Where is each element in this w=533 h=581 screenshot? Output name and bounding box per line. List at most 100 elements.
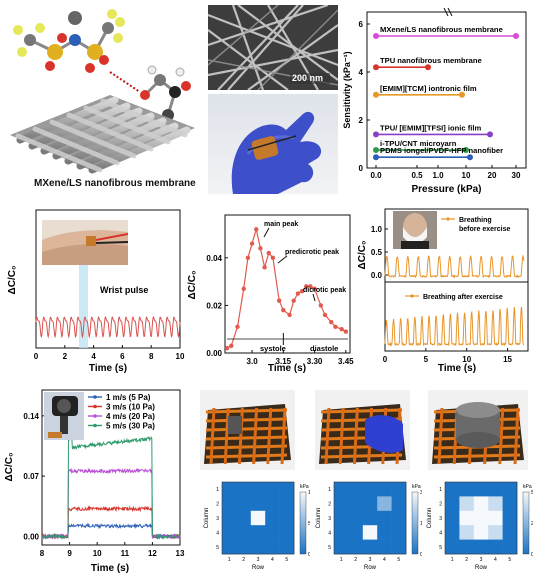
heatmap-cell: [222, 540, 237, 555]
electrode-row: [206, 446, 287, 448]
legend-top-label: Breathing: [459, 217, 492, 224]
x-axis-label: Pressure (kPa): [411, 184, 481, 195]
annotation-arrow: [313, 294, 315, 301]
heatmap-cell: [236, 511, 251, 526]
peaks-point: [242, 287, 246, 291]
x-axis-label: Time (s): [91, 563, 129, 574]
x-tick-label: 5: [424, 355, 429, 364]
heatmap-cell: [280, 540, 295, 555]
legend-label: 5 m/s (30 Pa): [106, 422, 155, 431]
wrist-pulse-label: Wrist pulse: [100, 285, 148, 295]
y-tick-label: 1.0: [371, 225, 383, 234]
electrode-row: [206, 437, 287, 439]
electrode-row: [206, 455, 287, 457]
electrode-row: [206, 410, 287, 412]
legend-marker: [93, 405, 97, 409]
peaks-point: [258, 246, 262, 250]
x-tick-label: 0: [383, 355, 388, 364]
heatmap-cell: [503, 540, 518, 555]
colorbar-tick: 0: [308, 552, 310, 558]
legend-marker: [93, 424, 97, 428]
colorbar: [412, 492, 418, 554]
heatmap-cell: [334, 525, 349, 540]
x-tick-label: 8: [149, 352, 154, 361]
peaks-point: [225, 346, 229, 350]
heatmap-cell: [251, 482, 266, 497]
y-tick-label: 0.00: [206, 349, 222, 358]
heatmap-cell: [474, 496, 489, 511]
y-axis-label: ΔC/C₀: [187, 271, 198, 300]
x-tick-label: 0: [34, 352, 39, 361]
peaks-point: [281, 308, 285, 312]
heatmap-cell: [265, 482, 280, 497]
heatmap-x-tick: 2: [465, 557, 468, 563]
series-label: TPU/ [EMIM][TFSI] ionic film: [380, 123, 481, 132]
x-axis-label: Time (s): [89, 363, 127, 374]
heatmap-cell: [392, 511, 407, 526]
data-point: [373, 131, 379, 137]
annotation-predicrotic-peak: predicrotic peak: [285, 249, 339, 256]
x-tick-label: 3.45: [338, 357, 354, 366]
data-point: [487, 131, 493, 137]
heatmap-cell: [265, 540, 280, 555]
heatmap-cell: [280, 525, 295, 540]
heatmap-cell: [488, 482, 503, 497]
pressure-map-1: 1122334455RowColumnkPa0510: [200, 478, 310, 576]
y-tick-label: 0.00: [23, 532, 39, 541]
peaks-point: [344, 329, 348, 333]
legend-label: 4 m/s (20 Pa): [106, 412, 155, 421]
peaks-point: [250, 241, 254, 245]
legend-marker: [93, 414, 97, 418]
heatmap-x-label: Row: [252, 565, 265, 571]
x-tick-label: 3.30: [307, 357, 323, 366]
breathing-before-line: [385, 256, 524, 277]
heatmap-cell: [445, 540, 460, 555]
heatmap-cell: [474, 482, 489, 497]
breathing-chart-svg: 0 5 10 150.00.51.0Time (s)ΔC/C₀Breathingbef…: [355, 205, 533, 375]
heatmap-cell: [377, 496, 392, 511]
heatmap-x-tick: 1: [340, 557, 343, 563]
x-tick-label: 2: [63, 352, 68, 361]
heatmap-cell: [334, 482, 349, 497]
legend-label: 3 m/s (10 Pa): [106, 403, 155, 412]
x-tick-label: 10: [176, 352, 185, 361]
data-point: [373, 154, 379, 160]
data-point: [373, 147, 379, 153]
heatmap-x-tick: 4: [271, 557, 274, 563]
heatmap-cell: [503, 496, 518, 511]
heatmap-cell: [280, 482, 295, 497]
sem-scale-label: 200 nm: [292, 73, 323, 83]
heatmap-y-tick: 5: [216, 545, 219, 551]
x-tick-label: 6: [120, 352, 125, 361]
heatmap-y-label: Column: [204, 508, 210, 529]
wind-series-line: [42, 469, 180, 538]
heatmap-cell: [222, 511, 237, 526]
heatmap-cell: [222, 496, 237, 511]
y-tick-label: 0.0: [371, 271, 383, 280]
y-tick-label: 0.04: [206, 254, 222, 263]
colorbar-tick: 30: [420, 490, 422, 496]
legend-marker: [446, 217, 449, 220]
data-point: [373, 92, 379, 98]
heatmap-cell: [363, 540, 378, 555]
peaks-point: [271, 256, 275, 260]
legend-marker: [410, 294, 413, 297]
heatmap-cell: [236, 482, 251, 497]
heatmap-cell: [222, 525, 237, 540]
heatmap-cell: [488, 496, 503, 511]
heatmap-cell: [363, 482, 378, 497]
heatmap-cell: [265, 525, 280, 540]
heatmap-y-tick: 4: [328, 530, 331, 536]
x-tick-label: 20: [488, 171, 497, 180]
molecule-left: [13, 9, 125, 73]
heatmap-y-tick: 1: [216, 487, 219, 493]
peaks-point: [262, 265, 266, 269]
x-tick-label: 10: [93, 549, 102, 558]
colorbar-tick: 0: [420, 552, 422, 558]
peaks-point: [339, 327, 343, 331]
legend-marker: [93, 395, 97, 399]
heatmap-cell: [348, 525, 363, 540]
heatmap-x-tick: 5: [397, 557, 400, 563]
heatmap-cell: [348, 540, 363, 555]
heatmap-y-label: Column: [427, 508, 433, 529]
